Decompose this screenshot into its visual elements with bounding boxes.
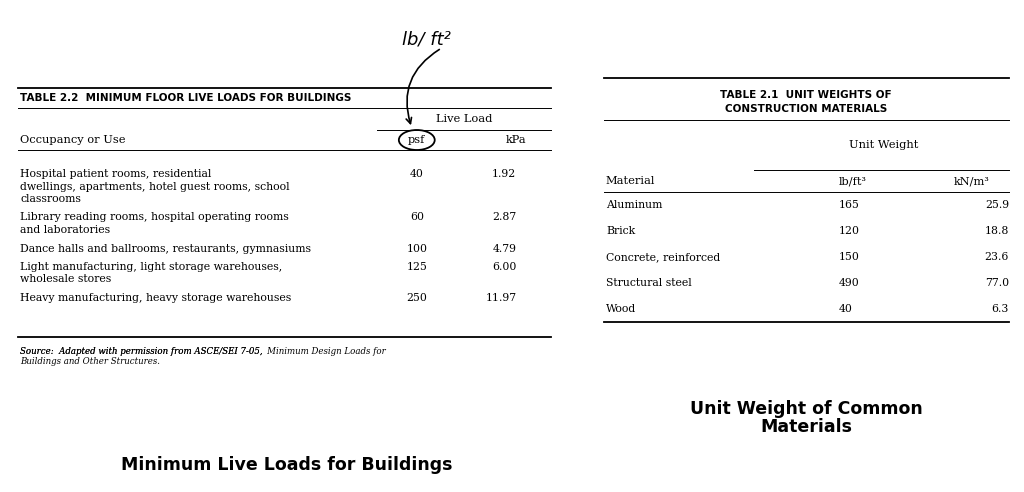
Text: 250: 250 [407,293,427,303]
Text: Unit Weight: Unit Weight [849,140,919,150]
Text: 11.97: 11.97 [485,293,516,303]
Text: 60: 60 [410,213,424,222]
Text: Source:  Adapted with permission from ASCE/SEI 7-05,  Minimum Design Loads for: Source: Adapted with permission from ASC… [20,347,386,356]
Text: kPa: kPa [506,135,526,145]
Text: Materials: Materials [760,418,852,436]
Text: 6.3: 6.3 [991,304,1009,314]
Text: Structural steel: Structural steel [606,278,691,288]
Text: 1.92: 1.92 [493,169,516,179]
Text: Wood: Wood [606,304,636,314]
Text: dwellings, apartments, hotel guest rooms, school: dwellings, apartments, hotel guest rooms… [20,182,290,191]
Text: and laboratories: and laboratories [20,225,111,235]
Text: TABLE 2.2  MINIMUM FLOOR LIVE LOADS FOR BUILDINGS: TABLE 2.2 MINIMUM FLOOR LIVE LOADS FOR B… [20,93,351,103]
Text: Buildings and Other Structures.: Buildings and Other Structures. [20,357,160,366]
Text: Concrete, reinforced: Concrete, reinforced [606,252,720,262]
Text: Aluminum: Aluminum [606,200,663,210]
Text: Source:  Adapted with permission from ASCE/SEI 7-05,: Source: Adapted with permission from ASC… [20,347,265,356]
Text: Occupancy or Use: Occupancy or Use [20,135,126,145]
Text: 40: 40 [839,304,853,314]
Text: Library reading rooms, hospital operating rooms: Library reading rooms, hospital operatin… [20,213,289,222]
Text: Material: Material [606,176,655,186]
Text: 125: 125 [407,262,427,272]
Text: 165: 165 [839,200,860,210]
Text: TABLE 2.1  UNIT WEIGHTS OF: TABLE 2.1 UNIT WEIGHTS OF [720,90,892,100]
Text: 150: 150 [839,252,860,262]
Text: classrooms: classrooms [20,194,81,204]
Text: 77.0: 77.0 [985,278,1009,288]
Text: Dance halls and ballrooms, restaurants, gymnasiums: Dance halls and ballrooms, restaurants, … [20,244,311,253]
Text: Heavy manufacturing, heavy storage warehouses: Heavy manufacturing, heavy storage wareh… [20,293,292,303]
Text: 23.6: 23.6 [984,252,1009,262]
Text: lb/ ft²: lb/ ft² [401,30,451,48]
Text: 490: 490 [839,278,859,288]
Text: kN/m³: kN/m³ [954,176,990,186]
Text: Hospital patient rooms, residential: Hospital patient rooms, residential [20,169,212,179]
Text: 18.8: 18.8 [984,226,1009,236]
Text: Brick: Brick [606,226,635,236]
Text: Light manufacturing, light storage warehouses,: Light manufacturing, light storage wareh… [20,262,283,272]
Text: 40: 40 [410,169,424,179]
Text: Unit Weight of Common: Unit Weight of Common [689,400,923,418]
Text: CONSTRUCTION MATERIALS: CONSTRUCTION MATERIALS [725,104,887,114]
Text: 6.00: 6.00 [493,262,516,272]
Text: lb/ft³: lb/ft³ [839,176,867,186]
Text: Live Load: Live Load [436,114,493,124]
Text: 100: 100 [407,244,427,253]
Text: 25.9: 25.9 [985,200,1009,210]
Text: 2.87: 2.87 [493,213,516,222]
Text: 4.79: 4.79 [493,244,516,253]
Text: Minimum Live Loads for Buildings: Minimum Live Loads for Buildings [122,456,453,474]
Text: 120: 120 [839,226,860,236]
Text: psf: psf [409,135,426,145]
Text: wholesale stores: wholesale stores [20,275,112,284]
